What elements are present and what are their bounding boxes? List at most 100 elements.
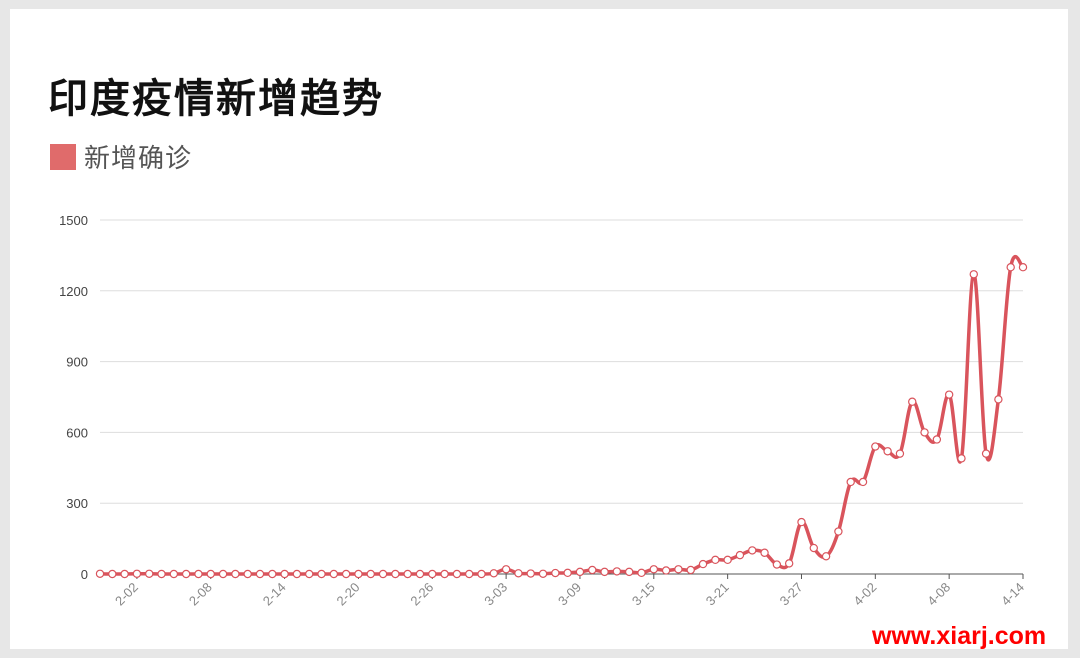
x-tick-label: 2-14: [260, 580, 289, 609]
data-point: [871, 442, 880, 451]
data-point: [378, 569, 388, 579]
data-point: [341, 569, 351, 579]
data-point: [403, 569, 412, 579]
data-point: [415, 569, 425, 579]
data-point: [735, 550, 745, 560]
data-point: [711, 555, 720, 565]
data-point: [994, 395, 1003, 404]
data-point: [292, 569, 302, 579]
data-point: [821, 552, 831, 561]
data-point: [329, 569, 339, 579]
data-point: [858, 477, 868, 487]
data-point: [1006, 263, 1015, 272]
legend[interactable]: 新增确诊: [50, 138, 192, 175]
y-tick-label: 900: [66, 355, 88, 370]
x-tick-label: 3-27: [777, 580, 806, 609]
data-point: [366, 569, 375, 579]
y-tick-label: 300: [66, 496, 88, 511]
data-point: [132, 569, 142, 578]
x-tick-label: 2-02: [112, 580, 141, 609]
data-point: [883, 447, 892, 456]
data-point: [218, 569, 228, 579]
chart-title: 印度疫情新增趋势: [48, 76, 384, 122]
data-point: [649, 565, 659, 574]
data-point: [588, 565, 597, 575]
data-point: [809, 543, 818, 553]
data-point: [231, 569, 240, 579]
data-point: [440, 569, 449, 579]
data-point: [563, 568, 572, 578]
data-point: [637, 568, 646, 578]
data-point: [624, 567, 634, 577]
data-point: [551, 568, 560, 578]
data-point: [526, 569, 535, 578]
data-point: [206, 569, 215, 579]
data-point: [243, 569, 252, 579]
data-point: [575, 567, 585, 577]
data-point: [674, 565, 683, 574]
data-point: [932, 435, 942, 444]
data-point: [354, 569, 363, 579]
data-point: [157, 569, 166, 579]
x-tick-label: 3-03: [481, 580, 510, 609]
data-point: [612, 567, 622, 576]
data-point: [181, 569, 191, 579]
data-point: [1018, 263, 1028, 272]
x-tick-label: 2-26: [407, 580, 436, 609]
data-point: [514, 569, 523, 578]
data-point: [846, 477, 855, 487]
data-point: [981, 449, 991, 458]
data-point: [895, 449, 905, 458]
data-point: [797, 517, 806, 527]
data-point: [834, 527, 843, 536]
y-tick-label: 600: [66, 425, 88, 440]
data-point: [538, 569, 548, 578]
data-point: [723, 555, 732, 565]
data-point: [477, 569, 486, 579]
y-axis-ticks: 0 300 600 900 1200 1500: [59, 213, 88, 582]
x-axis-ticks: 2-02 2-08 2-14 2-20 2-26 3-03 3-09 3-15 3-21 3-27…: [112, 574, 1027, 609]
data-point: [280, 569, 289, 579]
data-point: [760, 548, 769, 557]
legend-label: 新增确诊: [84, 144, 193, 174]
data-point: [908, 397, 917, 406]
data-point: [391, 569, 400, 579]
data-point: [305, 569, 314, 579]
data-point: [501, 565, 511, 574]
x-tick-label: 2-20: [334, 580, 363, 609]
data-point: [784, 559, 794, 568]
data-point: [748, 546, 757, 555]
data-point: [772, 560, 782, 569]
watermark: www.xiarj.com: [872, 622, 1047, 650]
y-tick-label: 1500: [59, 213, 88, 228]
data-points: [95, 263, 1028, 579]
data-point: [944, 390, 954, 399]
data-point: [255, 569, 265, 579]
x-tick-label: 3-09: [555, 580, 584, 609]
data-point: [920, 428, 929, 437]
data-point: [120, 569, 129, 579]
x-tick-label: 4-02: [850, 580, 879, 609]
data-point: [465, 569, 474, 579]
data-point: [268, 569, 277, 579]
data-point: [969, 270, 978, 279]
data-point: [95, 569, 105, 578]
data-point: [194, 569, 203, 579]
grid-lines: [100, 219, 1023, 575]
x-tick-label: 3-15: [629, 580, 658, 609]
data-point: [317, 569, 326, 579]
y-tick-label: 1200: [59, 284, 88, 299]
x-tick-label: 4-08: [924, 580, 953, 609]
x-tick-label: 2-08: [186, 580, 215, 609]
data-point: [428, 569, 437, 579]
data-point: [661, 566, 671, 575]
data-point: [957, 454, 966, 463]
x-tick-label: 3-21: [703, 580, 732, 609]
data-point: [686, 565, 695, 575]
series-line: [98, 254, 1025, 576]
data-point: [452, 569, 462, 579]
data-point: [108, 569, 117, 579]
data-point: [169, 569, 179, 579]
data-point: [145, 569, 154, 578]
